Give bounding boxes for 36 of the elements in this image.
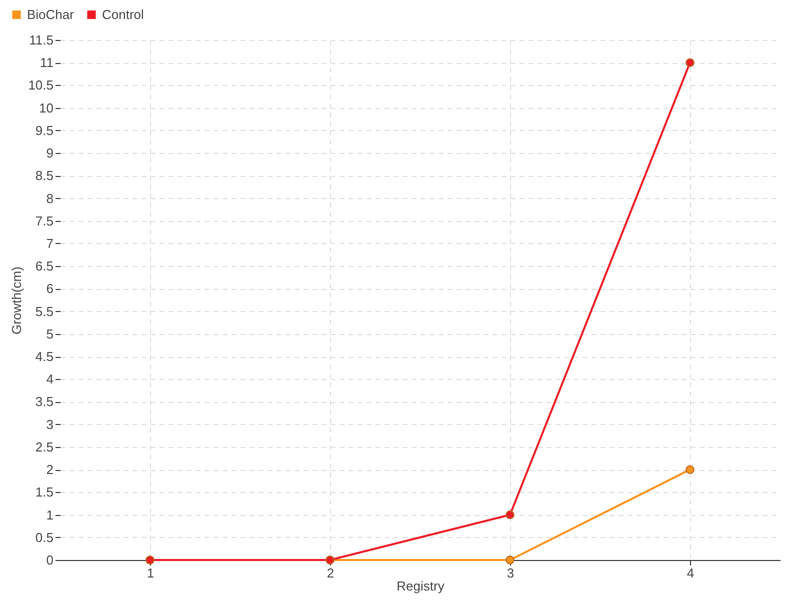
y-axis-title: Growth(cm)	[9, 266, 24, 334]
y-tick-label: 1.5	[35, 484, 54, 500]
x-tick-label: 2	[326, 566, 334, 580]
point	[506, 556, 514, 564]
y-tick-label: 7	[46, 236, 54, 251]
point	[506, 510, 514, 520]
y-tick-label: 9.5	[35, 122, 54, 138]
y-tick-label: 10.5	[28, 78, 54, 93]
y-tick-label: 2.5	[35, 439, 54, 454]
point	[686, 58, 694, 67]
y-tick-label: 5.5	[35, 304, 54, 319]
x-tick-label: 4	[686, 566, 694, 580]
y-tick-label: 0.5	[35, 530, 54, 545]
y-tick-label: 7.5	[35, 213, 54, 228]
y-tick-label: 8.5	[35, 168, 54, 184]
y-tick-label: 5	[46, 326, 54, 342]
legend-label: Control	[102, 6, 144, 22]
y-tick-label: 4.5	[35, 349, 54, 364]
y-tick-label: 3.5	[35, 394, 54, 410]
y-tick-label: 6	[46, 281, 54, 296]
y-tick-label: 11.5	[29, 32, 54, 48]
y-tick-label: 11	[40, 55, 54, 70]
point	[686, 465, 694, 474]
y-tick-label: 0	[46, 552, 54, 568]
x-tick-label: 1	[146, 566, 154, 580]
y-tick-label: 10	[39, 100, 54, 116]
y-tick-label: 9	[46, 146, 54, 161]
y-tick-label: 3	[46, 416, 54, 432]
legend-label: BioChar	[27, 6, 75, 22]
x-tick-label: 3	[506, 566, 514, 580]
y-tick-label: 8	[46, 190, 54, 206]
y-tick-label: 4	[46, 372, 54, 387]
x-axis-title: Registry	[396, 578, 445, 594]
y-tick-label: 2	[46, 462, 54, 478]
y-tick-label: 1	[46, 507, 54, 522]
y-tick-label: 6.5	[35, 258, 54, 274]
